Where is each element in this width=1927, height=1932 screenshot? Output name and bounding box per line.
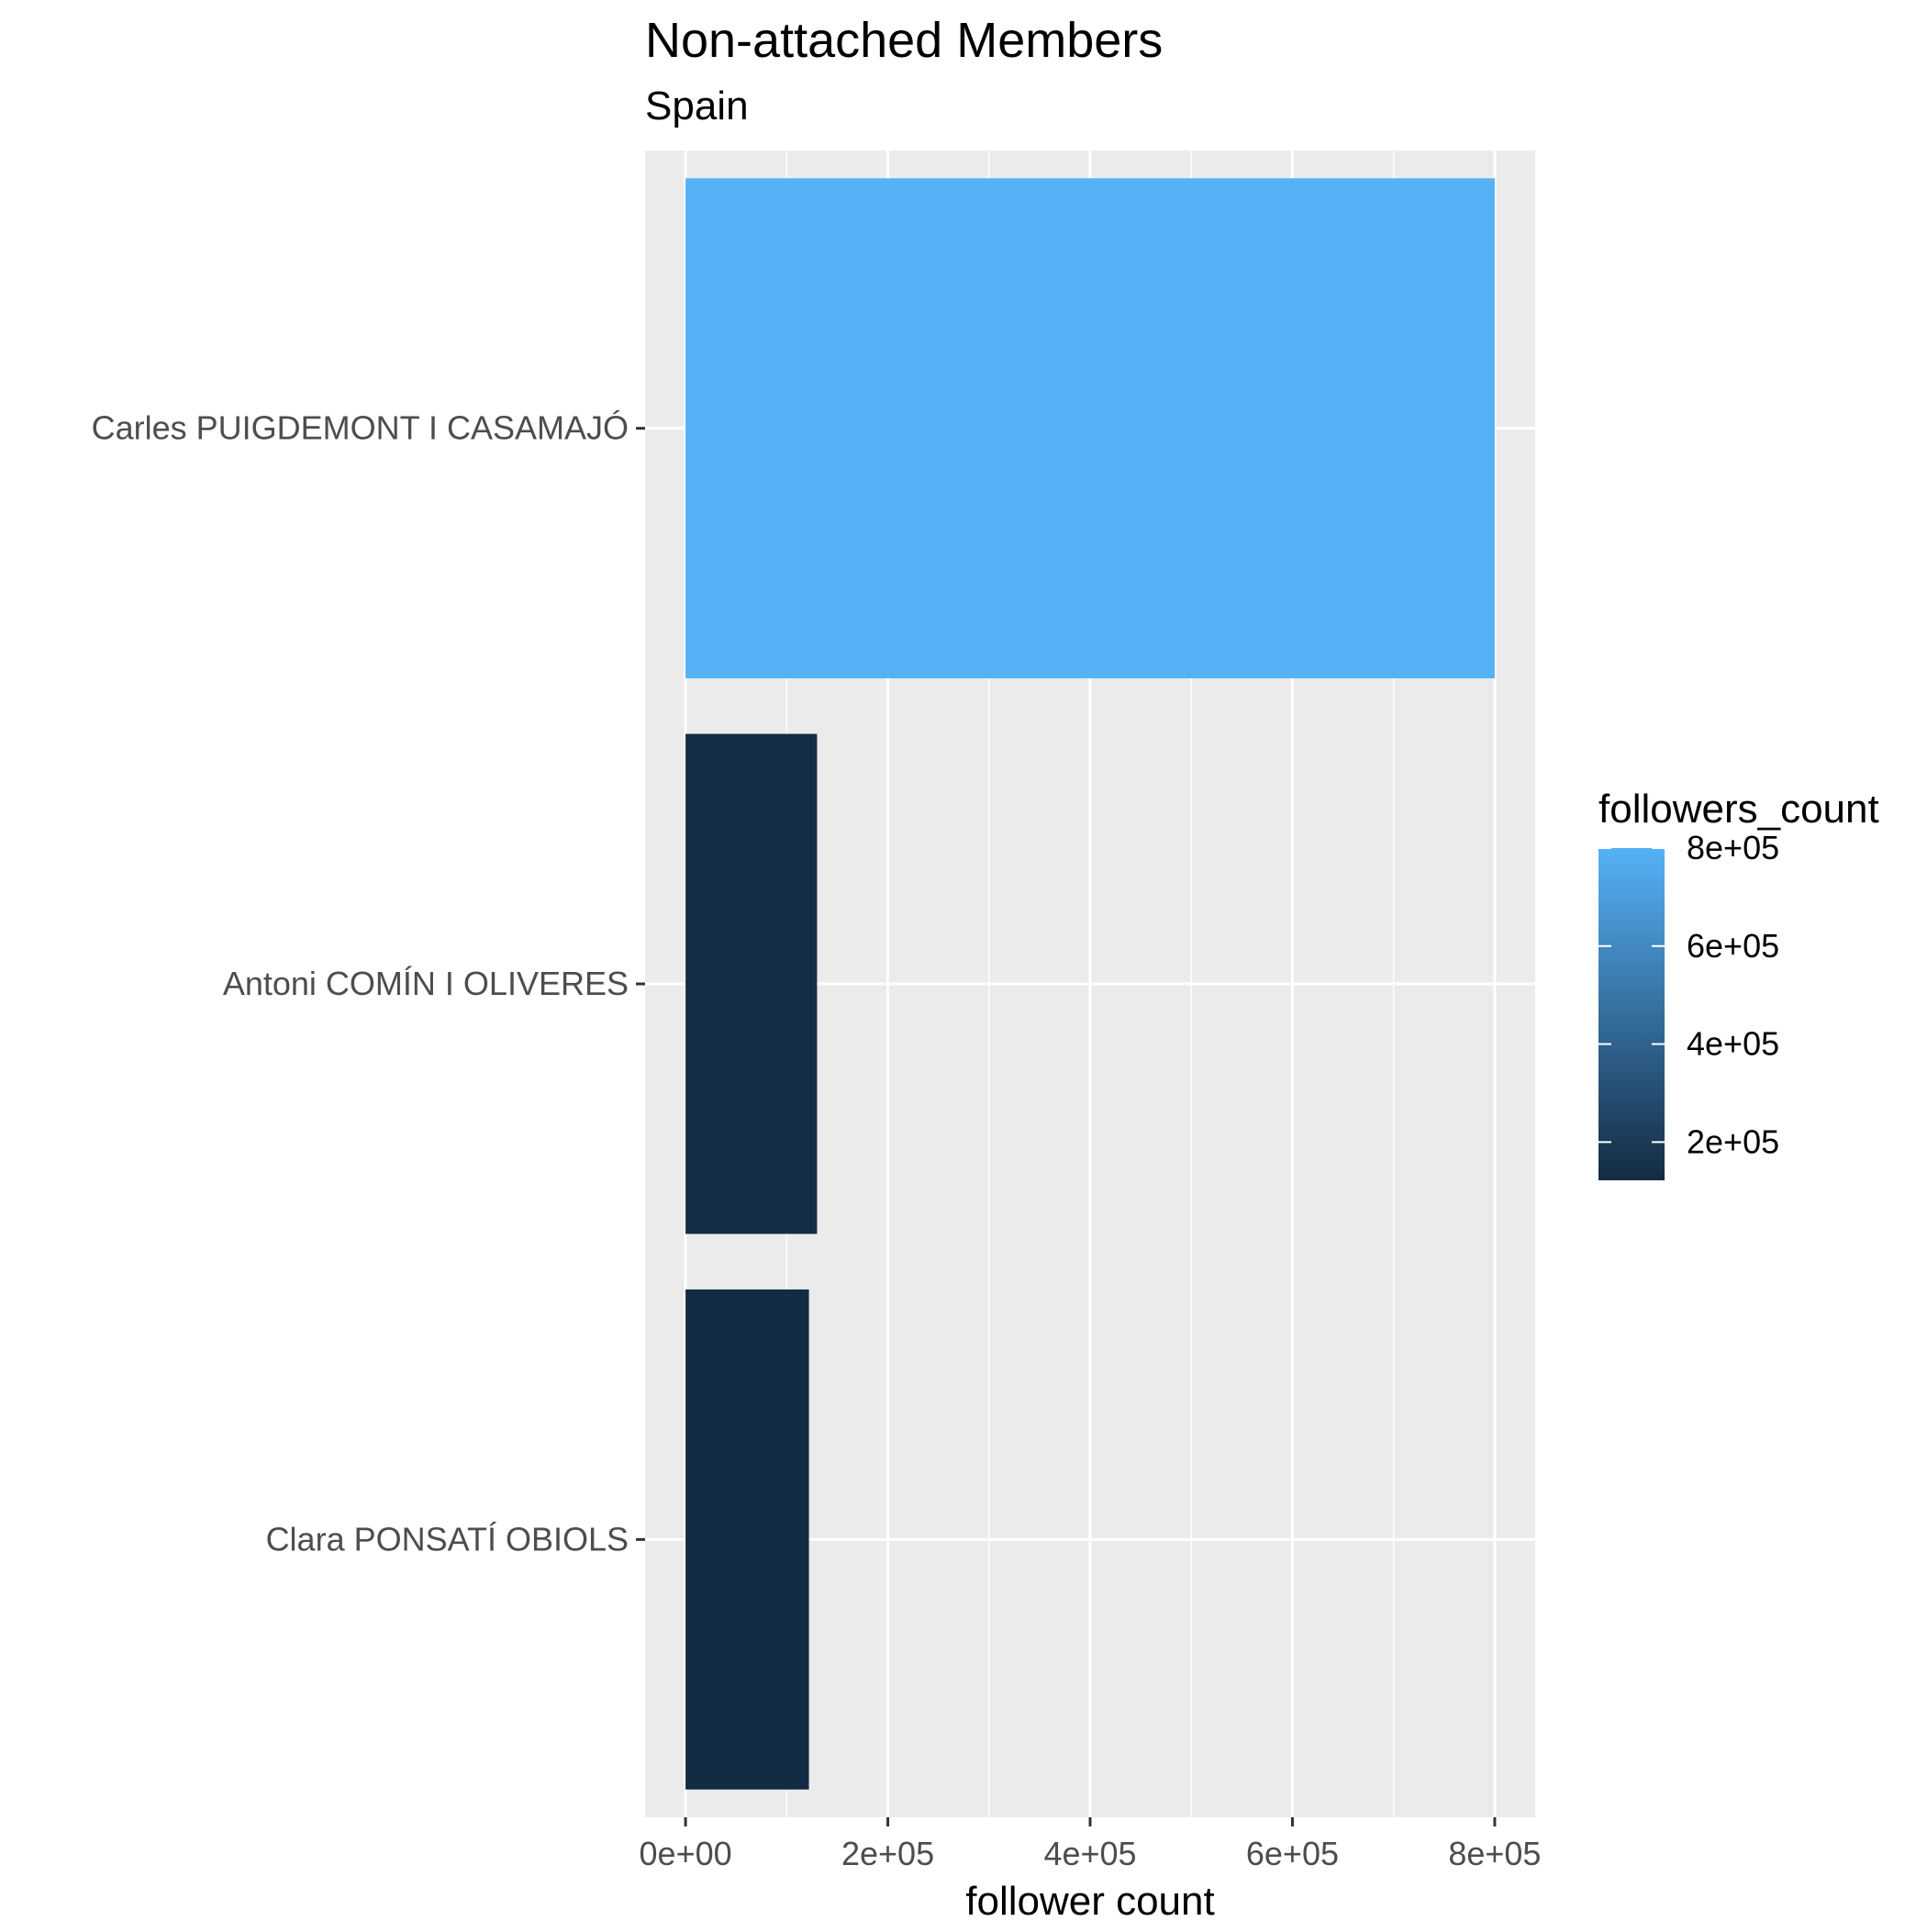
x-tick-label: 2e+05 <box>841 1835 934 1872</box>
chart-title: Non-attached Members <box>645 13 1163 68</box>
legend-tick-label: 2e+05 <box>1687 1122 1779 1160</box>
x-axis: 0e+00 2e+05 4e+05 6e+05 8e+05 <box>640 1817 1541 1872</box>
legend-ticks: 2e+05 4e+05 6e+05 8e+05 <box>1598 829 1779 1160</box>
y-tick-label: Clara PONSATÍ OBIOLS <box>266 1520 629 1558</box>
legend-tick-label: 4e+05 <box>1687 1025 1779 1063</box>
x-tick-label: 0e+00 <box>640 1835 732 1872</box>
x-axis-title: follower count <box>965 1879 1214 1924</box>
bars <box>685 178 1495 1790</box>
x-tick-label: 4e+05 <box>1043 1835 1136 1872</box>
y-axis: Carles PUIGDEMONT I CASAMAJÓ Antoni COMÍN… <box>92 409 645 1558</box>
legend-tick-label: 6e+05 <box>1687 927 1779 965</box>
x-tick-label: 8e+05 <box>1448 1835 1541 1872</box>
bar <box>685 178 1495 679</box>
y-tick-label: Carles PUIGDEMONT I CASAMAJÓ <box>92 409 629 447</box>
y-tick-label: Antoni COMÍN I OLIVERES <box>223 965 629 1002</box>
legend-title: followers_count <box>1598 787 1879 832</box>
bar <box>685 1289 809 1790</box>
chart-subtitle: Spain <box>645 84 749 128</box>
x-tick-label: 6e+05 <box>1246 1835 1339 1872</box>
legend-tick-label: 8e+05 <box>1687 829 1779 866</box>
bar <box>685 733 818 1234</box>
color-legend: followers_count 2e+05 4e+05 6e+05 8e+05 <box>1598 787 1879 1180</box>
legend-colorbar <box>1598 848 1665 1180</box>
